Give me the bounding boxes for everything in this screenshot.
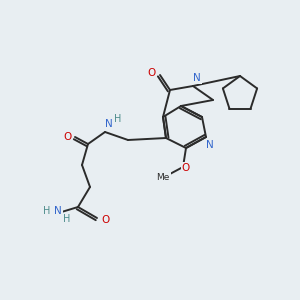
Text: H: H (43, 206, 51, 216)
Text: N: N (54, 206, 62, 216)
Text: H: H (63, 214, 71, 224)
Text: N: N (193, 73, 201, 83)
Text: O: O (182, 163, 190, 173)
Text: O: O (101, 215, 109, 225)
Text: O: O (63, 132, 71, 142)
Text: N: N (206, 140, 214, 150)
Text: N: N (105, 119, 113, 129)
Text: H: H (114, 114, 122, 124)
Text: O: O (148, 68, 156, 78)
Text: Me: Me (156, 172, 170, 182)
